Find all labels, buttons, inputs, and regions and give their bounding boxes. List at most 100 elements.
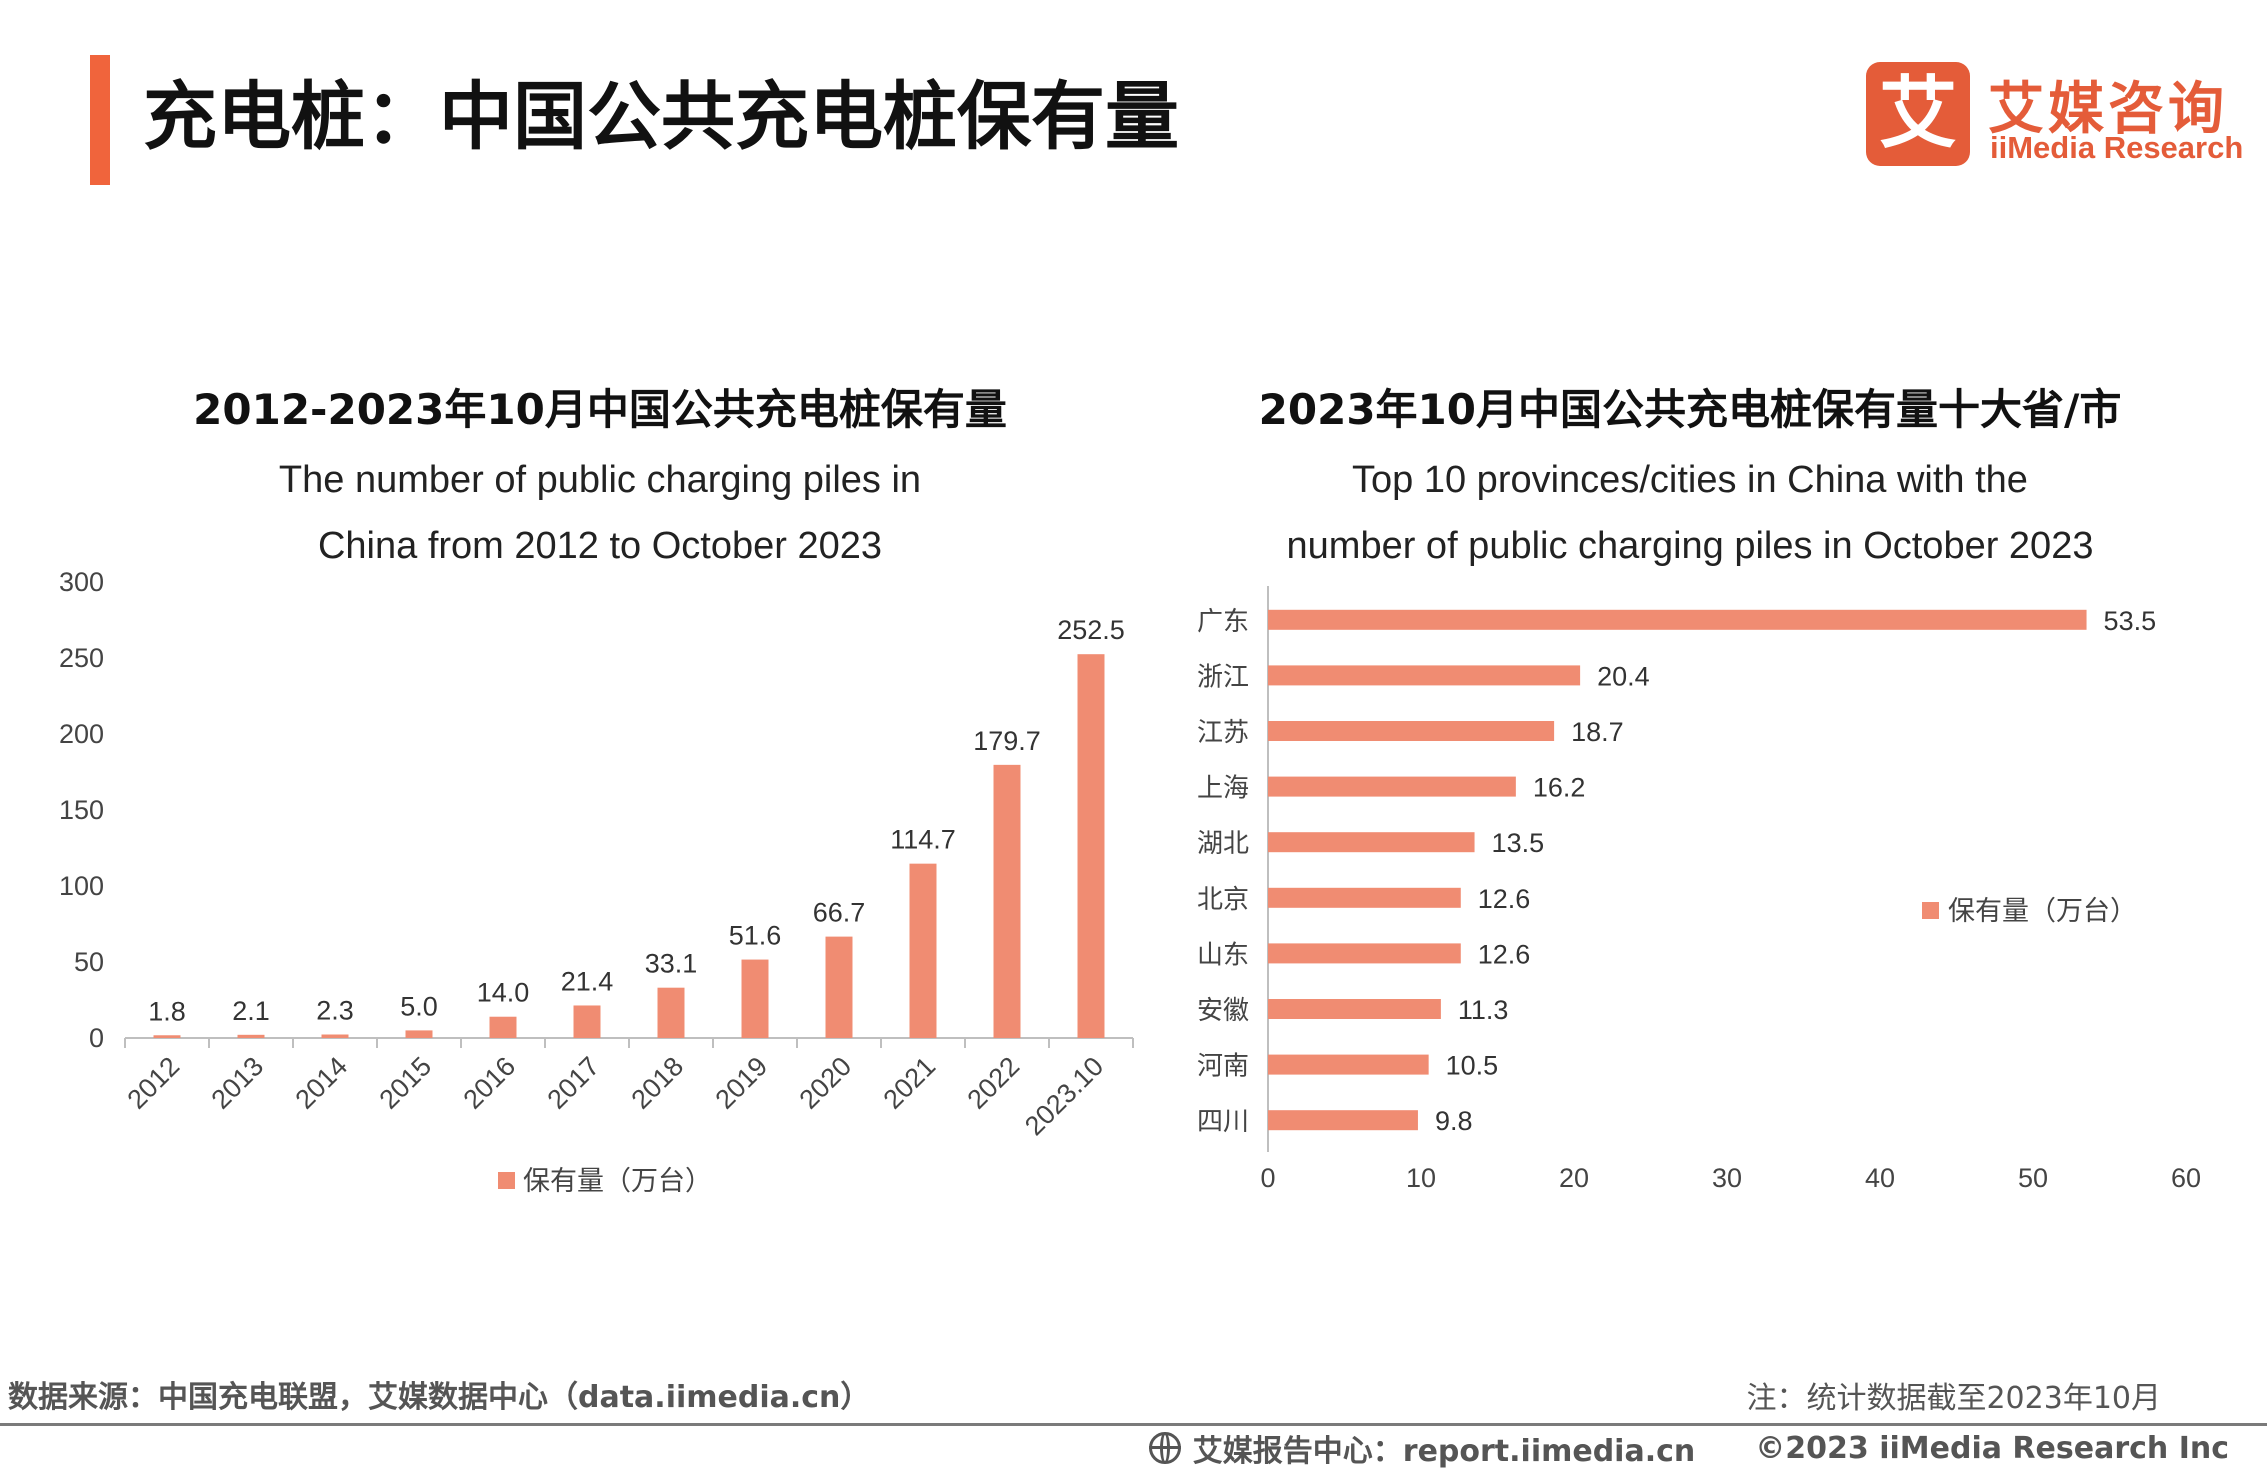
- right-data-label: 10.5: [1446, 1051, 1499, 1081]
- right-y-tick-label: 河南: [1197, 1052, 1249, 1082]
- left-y-tick-label: 0: [89, 1023, 104, 1053]
- right-x-tick-label: 10: [1406, 1163, 1436, 1193]
- right-bar: [1268, 665, 1581, 686]
- footer-note: 注：统计数据截至2023年10月: [1746, 1381, 2161, 1416]
- left-bar: [153, 1035, 181, 1038]
- right-chart-subtitle-line1: Top 10 provinces/cities in China with th…: [1352, 459, 2028, 501]
- left-x-tick-label: 2018: [626, 1051, 690, 1115]
- right-y-tick-label: 山东: [1197, 940, 1249, 970]
- right-data-label: 9.8: [1435, 1106, 1473, 1136]
- left-data-label: 51.6: [729, 921, 782, 951]
- left-data-label: 5.0: [400, 991, 438, 1021]
- right-y-tick-label: 江苏: [1197, 718, 1249, 748]
- left-x-tick-label: 2020: [794, 1051, 858, 1115]
- left-data-label: 33.1: [645, 949, 698, 979]
- footer-bottom: 艾媒报告中心：report.iimedia.cn ©2023 iiMedia R…: [1148, 1428, 2229, 1469]
- left-bar: [909, 863, 937, 1038]
- iimedia-logo: 艾 艾媒咨询 iiMedia Research: [1866, 62, 2243, 168]
- left-bar: [489, 1016, 517, 1038]
- left-x-tick-label: 2017: [542, 1051, 606, 1115]
- left-data-label: 114.7: [890, 825, 956, 855]
- right-bar: [1268, 943, 1461, 964]
- footer-source: 数据来源：中国充电联盟，艾媒数据中心（data.iimedia.cn）: [8, 1380, 871, 1415]
- right-y-tick-label: 浙江: [1197, 662, 1249, 692]
- left-data-label: 1.8: [148, 996, 186, 1026]
- right-data-label: 16.2: [1533, 773, 1586, 803]
- left-legend-label: 保有量（万台）: [523, 1166, 712, 1197]
- title-accent-bar: [90, 55, 110, 185]
- right-data-label: 20.4: [1597, 661, 1650, 691]
- right-x-tick-label: 20: [1559, 1163, 1589, 1193]
- right-y-tick-label: 湖北: [1197, 829, 1249, 859]
- left-data-label: 252.5: [1057, 615, 1125, 645]
- left-x-tick-label: 2022: [962, 1051, 1026, 1115]
- left-bar: [741, 959, 769, 1038]
- left-x-tick-label: 2023.10: [1019, 1051, 1109, 1141]
- right-bar: [1268, 887, 1461, 908]
- left-y-tick-label: 300: [59, 567, 104, 597]
- left-bar: [825, 936, 853, 1038]
- right-bar: [1268, 1110, 1418, 1131]
- right-legend-label: 保有量（万台）: [1948, 896, 2137, 927]
- right-bar: [1268, 609, 2087, 630]
- left-x-tick-label: 2015: [374, 1051, 438, 1115]
- left-data-label: 179.7: [973, 726, 1041, 756]
- left-bar: [237, 1034, 265, 1038]
- copyright: ©2023 iiMedia Research Inc: [1755, 1430, 2229, 1466]
- left-data-label: 2.1: [232, 996, 270, 1026]
- right-bar: [1268, 999, 1441, 1019]
- right-data-label: 12.6: [1478, 884, 1531, 914]
- left-data-label: 14.0: [477, 978, 530, 1008]
- left-x-tick-label: 2014: [290, 1051, 354, 1115]
- left-bar: [573, 1005, 601, 1038]
- right-x-tick-label: 0: [1260, 1163, 1275, 1193]
- left-legend-swatch: [498, 1172, 515, 1189]
- left-y-tick-label: 50: [74, 947, 104, 977]
- right-y-tick-label: 四川: [1197, 1107, 1249, 1137]
- left-chart-subtitle-line2: China from 2012 to October 2023: [317, 525, 882, 567]
- right-chart-subtitle-line2: number of public charging piles in Octob…: [1286, 525, 2094, 567]
- right-data-label: 13.5: [1492, 828, 1545, 858]
- right-y-tick-label: 北京: [1197, 885, 1249, 915]
- left-x-tick-label: 2012: [122, 1051, 186, 1115]
- left-data-label: 21.4: [561, 966, 614, 996]
- logo-chinese-name: 艾媒咨询: [1988, 77, 2228, 142]
- left-bar: [993, 764, 1021, 1038]
- right-y-tick-label: 安徽: [1197, 996, 1249, 1026]
- globe-icon: [1148, 1432, 1181, 1464]
- right-legend-swatch: [1922, 902, 1939, 919]
- left-bar: [405, 1030, 433, 1038]
- left-y-tick-label: 100: [59, 871, 104, 901]
- left-x-tick-label: 2016: [458, 1051, 522, 1115]
- right-data-label: 18.7: [1571, 717, 1624, 747]
- right-data-label: 11.3: [1458, 995, 1509, 1025]
- page-title: 充电桩：中国公共充电桩保有量: [143, 74, 1179, 160]
- report-center-link[interactable]: 艾媒报告中心：report.iimedia.cn: [1192, 1434, 1696, 1469]
- right-data-label: 53.5: [2104, 606, 2157, 636]
- left-x-tick-label: 2021: [878, 1051, 942, 1115]
- right-data-label: 12.6: [1478, 939, 1531, 969]
- left-bar: [321, 1034, 349, 1038]
- left-y-tick-label: 250: [59, 643, 104, 673]
- right-x-tick-label: 40: [1865, 1163, 1895, 1193]
- logo-english-name: iiMedia Research: [1990, 130, 2244, 165]
- right-bar: [1268, 1054, 1429, 1075]
- left-chart-subtitle-line1: The number of public charging piles in: [278, 459, 922, 501]
- left-bar: [657, 987, 685, 1038]
- right-x-tick-label: 60: [2171, 1163, 2201, 1193]
- left-x-tick-label: 2013: [206, 1051, 270, 1115]
- left-y-tick-label: 200: [59, 719, 104, 749]
- left-data-label: 2.3: [316, 996, 354, 1026]
- right-y-tick-label: 广东: [1197, 607, 1249, 637]
- right-x-tick-label: 30: [1712, 1163, 1742, 1193]
- right-y-tick-label: 上海: [1197, 774, 1249, 804]
- left-y-tick-label: 150: [59, 795, 104, 825]
- left-x-tick-label: 2019: [710, 1051, 774, 1115]
- left-bar: [1077, 654, 1105, 1038]
- right-bar: [1268, 721, 1555, 741]
- right-bar: [1268, 832, 1475, 853]
- footer-divider: [0, 1423, 2267, 1426]
- right-x-tick-label: 50: [2018, 1163, 2048, 1193]
- right-bar: [1268, 776, 1516, 797]
